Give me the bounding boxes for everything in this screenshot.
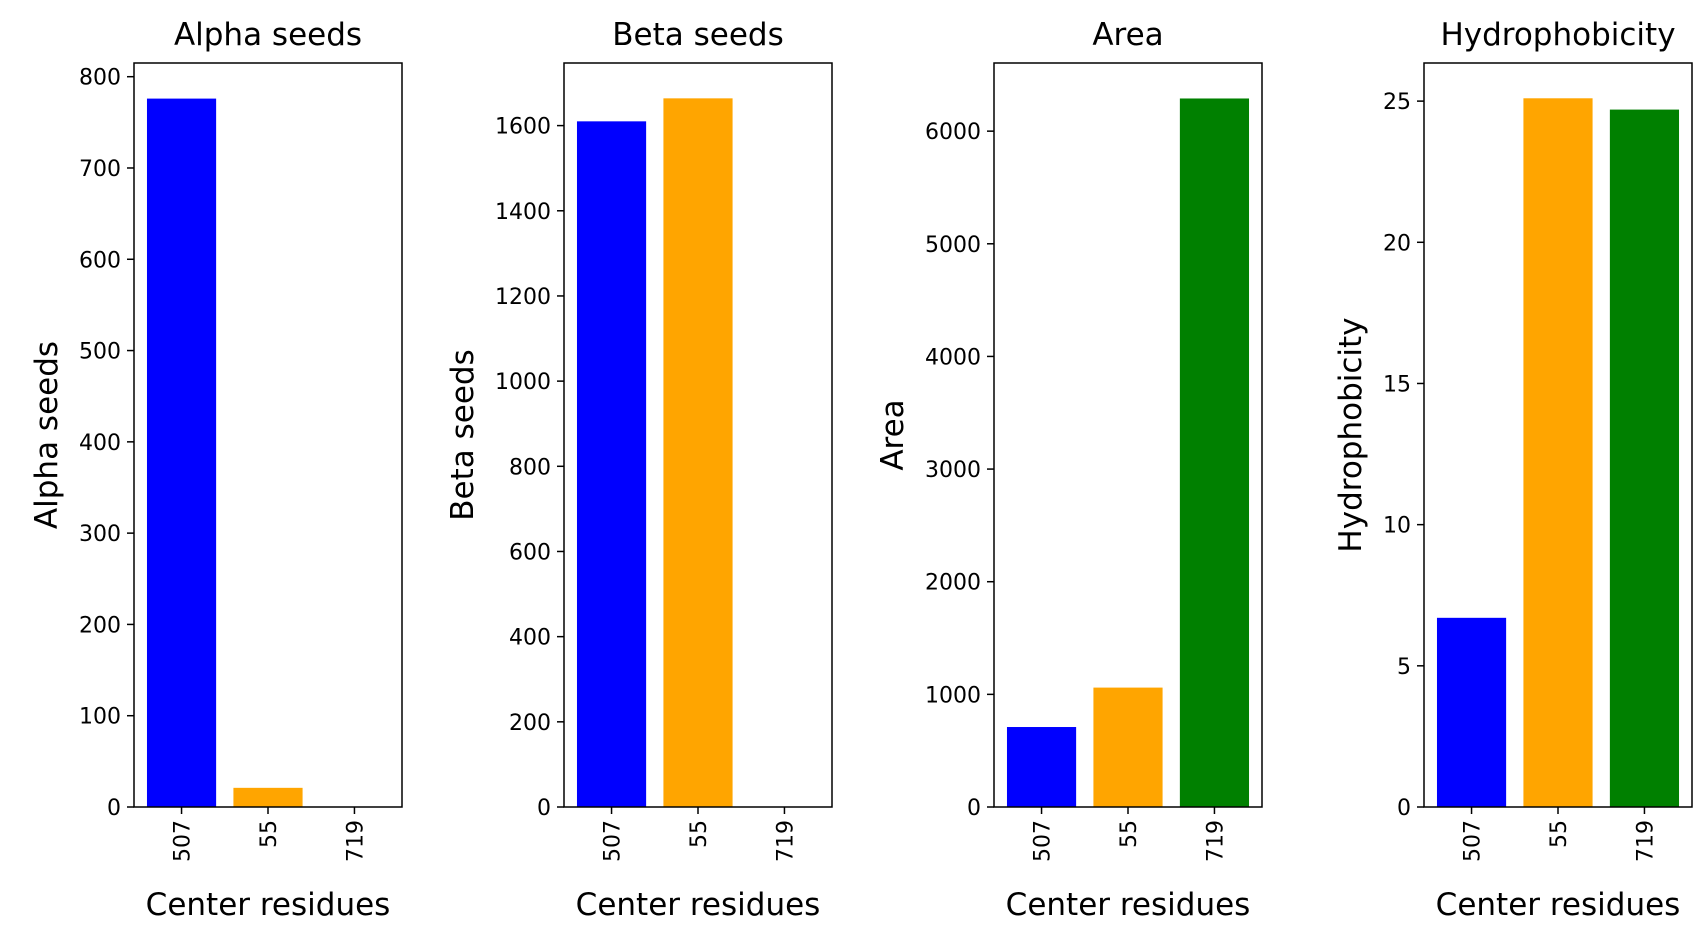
y-tick-label: 200 — [79, 613, 121, 638]
x-tick-label: 719 — [343, 820, 368, 862]
bar-55 — [1093, 687, 1163, 807]
y-axis-label: Alpha seeds — [29, 341, 65, 529]
y-tick-label: 100 — [79, 705, 121, 730]
bar-55 — [1523, 98, 1593, 808]
y-tick-label: 1000 — [925, 683, 981, 708]
y-tick-label: 600 — [79, 248, 121, 273]
chart-panel-1: 0 200 400 600 800 1000 1200 1400 1600 507 55 719 Bet… — [445, 17, 833, 923]
y-axis-label: Area — [875, 399, 911, 470]
chart-title: Alpha seeds — [174, 17, 362, 53]
x-tick-label: 507 — [1031, 820, 1056, 862]
y-tick-label: 0 — [107, 796, 121, 821]
y-tick-label: 400 — [509, 626, 551, 651]
chart-panel-2: 0 1000 2000 3000 4000 5000 6000 507 55 719 Area Cen… — [875, 17, 1263, 923]
chart-title: Area — [1092, 17, 1163, 53]
x-axis-label: Center residues — [146, 887, 391, 923]
x-axis-label: Center residues — [1006, 887, 1251, 923]
y-tick-label: 1400 — [495, 200, 551, 225]
x-tick-label: 55 — [257, 820, 282, 848]
y-tick-label: 800 — [509, 455, 551, 480]
y-tick-label: 1600 — [495, 115, 551, 140]
x-axis-label: Center residues — [1436, 887, 1681, 923]
x-tick-label: 719 — [1633, 820, 1658, 862]
y-tick-label: 500 — [79, 340, 121, 365]
y-tick-label: 1200 — [495, 285, 551, 310]
x-tick-label: 55 — [687, 820, 712, 848]
bar-507 — [576, 121, 647, 808]
chart-title: Hydrophobicity — [1440, 17, 1675, 53]
chart-panel-0: 0 100 200 300 400 500 600 700 800 507 55 719 Alpha s… — [29, 17, 403, 923]
y-tick-label: 3000 — [925, 458, 981, 483]
y-tick-label: 15 — [1383, 372, 1411, 397]
bar-719 — [1609, 109, 1680, 808]
y-axis-label: Hydrophobicity — [1333, 317, 1369, 552]
y-tick-label: 20 — [1383, 231, 1411, 256]
bar-507 — [146, 98, 217, 808]
y-tick-label: 10 — [1383, 514, 1411, 539]
y-tick-label: 6000 — [925, 120, 981, 145]
y-tick-label: 2000 — [925, 571, 981, 596]
y-tick-label: 0 — [967, 796, 981, 821]
bar-507 — [1006, 727, 1077, 807]
x-tick-label: 719 — [773, 820, 798, 862]
chart-panel-3: 0 5 10 15 20 25 507 55 719 Hydrophobicity Center r… — [1333, 17, 1693, 923]
y-tick-label: 600 — [509, 540, 551, 565]
x-tick-label: 55 — [1117, 820, 1142, 848]
y-tick-label: 4000 — [925, 345, 981, 370]
y-tick-label: 200 — [509, 711, 551, 736]
x-axis-label: Center residues — [576, 887, 821, 923]
y-tick-label: 400 — [79, 431, 121, 456]
x-tick-label: 507 — [171, 820, 196, 862]
x-tick-label: 507 — [601, 820, 626, 862]
y-tick-label: 800 — [79, 66, 121, 91]
bar-507 — [1436, 617, 1507, 807]
x-tick-label: 55 — [1547, 820, 1572, 848]
y-tick-label: 5 — [1397, 655, 1411, 680]
x-tick-label: 719 — [1203, 820, 1228, 862]
x-tick-label: 507 — [1461, 820, 1486, 862]
y-tick-label: 0 — [537, 796, 551, 821]
y-tick-label: 700 — [79, 157, 121, 182]
bar-55 — [233, 787, 303, 807]
chart-title: Beta seeds — [612, 17, 783, 53]
y-tick-label: 0 — [1397, 796, 1411, 821]
bar-55 — [663, 98, 733, 808]
y-tick-label: 1000 — [495, 370, 551, 395]
y-axis-label: Beta seeds — [445, 349, 481, 520]
y-tick-label: 25 — [1383, 90, 1411, 115]
y-tick-label: 5000 — [925, 233, 981, 258]
y-tick-label: 300 — [79, 522, 121, 547]
bar-719 — [1179, 98, 1250, 808]
